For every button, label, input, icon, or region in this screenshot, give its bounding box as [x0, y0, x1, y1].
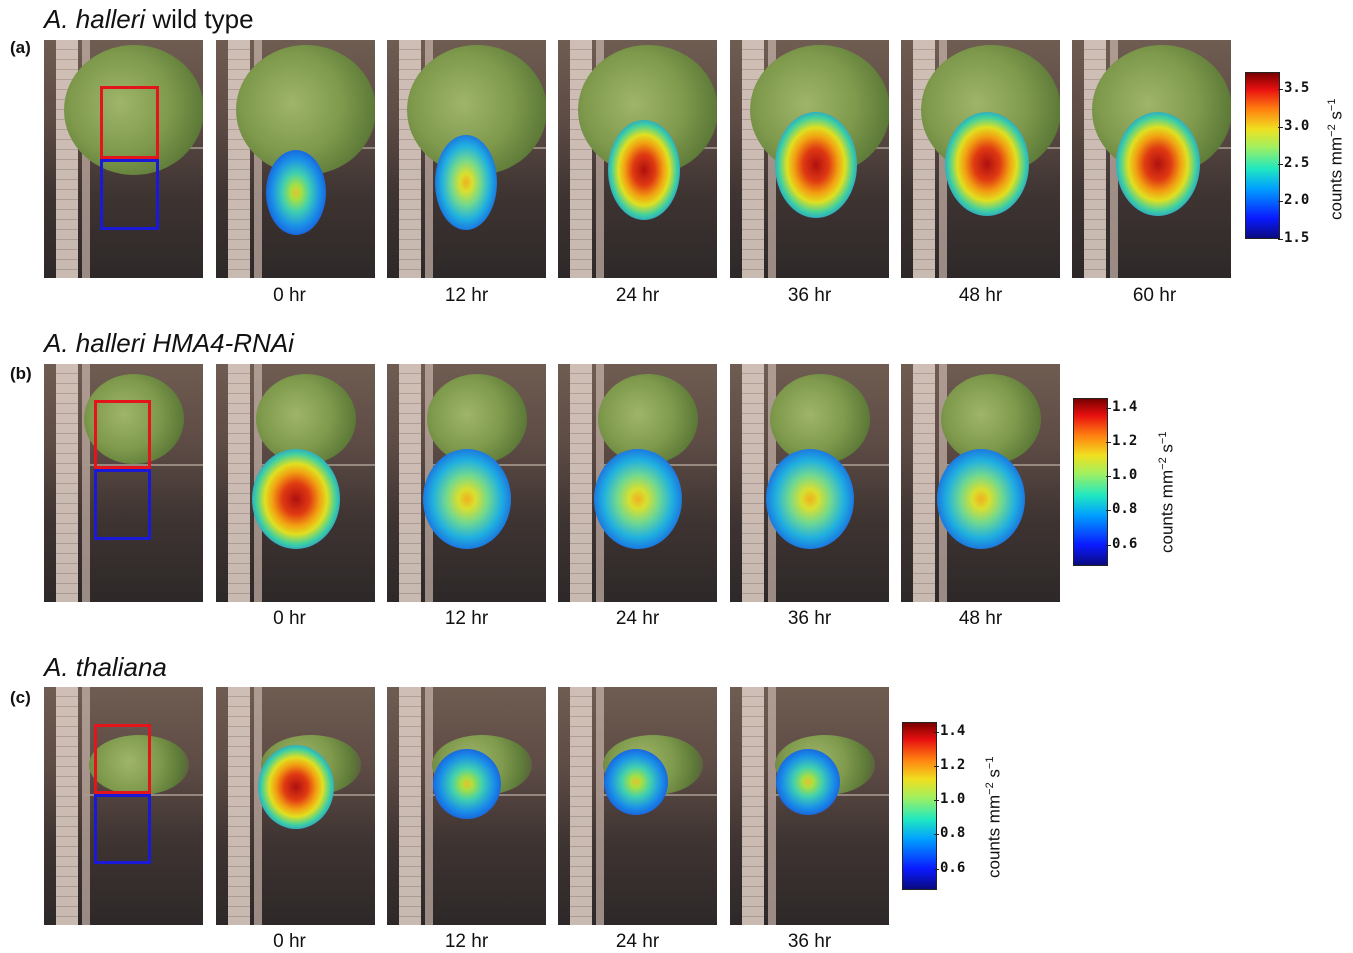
- colorbar-label-exp: −2: [1326, 124, 1338, 137]
- panel-c-letter: (c): [10, 688, 31, 707]
- panel-a-letter: (a): [10, 38, 31, 57]
- colorbar-label-exp: −1: [1326, 98, 1338, 112]
- panel-b-image-24hr: [558, 364, 717, 602]
- panel-b-colorbar: [1073, 398, 1108, 566]
- panel-c-photo-reference: [44, 687, 203, 925]
- panel-b-title-species: A. halleri HMA4-RNAi: [44, 328, 294, 358]
- panel-c-title: A. thaliana: [44, 652, 167, 683]
- colorbar-label-text: s: [1157, 444, 1177, 458]
- panel-c-tick: 0.8: [933, 825, 966, 841]
- panel-b-letter: (b): [10, 364, 32, 383]
- panel-a-title: A. halleri wild type: [44, 4, 254, 35]
- colorbar-label-exp: −2: [984, 782, 996, 795]
- colorbar-label-exp: −1: [984, 756, 996, 770]
- panel-a-title-species: A. halleri: [44, 4, 146, 34]
- root-region-box: [100, 159, 159, 230]
- panel-b-image-0hr: [216, 364, 375, 602]
- panel-b-tick: 1.4: [1105, 399, 1138, 415]
- panel-b-time-1: 12 hr: [444, 608, 489, 629]
- panel-c-tick: 1.0: [933, 791, 966, 807]
- panel-a-title-suffix: wild type: [145, 4, 254, 34]
- panel-b-tick: 1.2: [1105, 433, 1138, 449]
- panel-c-tick: 1.4: [933, 723, 966, 739]
- shoot-region-box: [100, 86, 159, 159]
- panel-a-time-5: 60 hr: [1132, 285, 1177, 306]
- colorbar-label-exp: −2: [1157, 457, 1169, 470]
- panel-a-time-3: 36 hr: [787, 285, 832, 306]
- panel-c-time-2: 24 hr: [615, 931, 660, 952]
- panel-a-image-60hr: [1072, 40, 1231, 278]
- colorbar-label-text: s: [984, 769, 1004, 783]
- colorbar-label-text: counts mm: [1326, 136, 1346, 220]
- colorbar-label-text: counts mm: [984, 794, 1004, 878]
- panel-c-time-1: 12 hr: [444, 931, 489, 952]
- panel-c-image-12hr: [387, 687, 546, 925]
- panel-b-colorbar-label: counts mm−2 s−1: [1157, 432, 1178, 553]
- panel-b-time-0: 0 hr: [273, 608, 306, 629]
- panel-c-image-0hr: [216, 687, 375, 925]
- panel-a-tick: 3.0: [1277, 118, 1310, 134]
- panel-c-title-species: A. thaliana: [44, 652, 167, 682]
- panel-a-time-0: 0 hr: [273, 285, 306, 306]
- panel-b-tick: 0.8: [1105, 501, 1138, 517]
- panel-c-image-24hr: [558, 687, 717, 925]
- panel-b-tick: 0.6: [1105, 536, 1138, 552]
- panel-b-image-12hr: [387, 364, 546, 602]
- panel-c-tick: 1.2: [933, 757, 966, 773]
- panel-a-photo-reference: [44, 40, 203, 278]
- panel-a-tick: 3.5: [1277, 80, 1310, 96]
- panel-a-colorbar: [1245, 72, 1280, 239]
- panel-b-image-48hr: [901, 364, 1060, 602]
- panel-c-colorbar: [902, 722, 937, 890]
- colorbar-label-text: s: [1326, 111, 1346, 125]
- shoot-region-box: [94, 400, 151, 469]
- colorbar-label-text: counts mm: [1157, 469, 1177, 553]
- panel-a-time-1: 12 hr: [444, 285, 489, 306]
- panel-c-time-3: 36 hr: [787, 931, 832, 952]
- panel-a-image-36hr: [730, 40, 889, 278]
- panel-b-tick: 1.0: [1105, 467, 1138, 483]
- panel-a-tick: 1.5: [1277, 230, 1310, 246]
- panel-c-colorbar-label: counts mm−2 s−1: [984, 757, 1005, 878]
- panel-a-image-12hr: [387, 40, 546, 278]
- panel-a-image-0hr: [216, 40, 375, 278]
- panel-a-colorbar-label: counts mm−2 s−1: [1326, 99, 1347, 220]
- root-region-box: [94, 469, 151, 540]
- shoot-region-box: [94, 724, 151, 794]
- panel-a-time-2: 24 hr: [615, 285, 660, 306]
- panel-b-photo-reference: [44, 364, 203, 602]
- panel-c-tick: 0.6: [933, 860, 966, 876]
- panel-a-time-4: 48 hr: [958, 285, 1003, 306]
- panel-b-time-2: 24 hr: [615, 608, 660, 629]
- panel-c-time-0: 0 hr: [273, 931, 306, 952]
- panel-c-image-36hr: [730, 687, 889, 925]
- panel-a-tick: 2.0: [1277, 192, 1310, 208]
- panel-b-image-36hr: [730, 364, 889, 602]
- panel-b-time-3: 36 hr: [787, 608, 832, 629]
- panel-a-image-24hr: [558, 40, 717, 278]
- colorbar-label-exp: −1: [1157, 431, 1169, 445]
- panel-b-time-4: 48 hr: [958, 608, 1003, 629]
- root-region-box: [94, 794, 151, 864]
- panel-b-title: A. halleri HMA4-RNAi: [44, 328, 294, 359]
- panel-a-image-48hr: [901, 40, 1060, 278]
- panel-a-tick: 2.5: [1277, 155, 1310, 171]
